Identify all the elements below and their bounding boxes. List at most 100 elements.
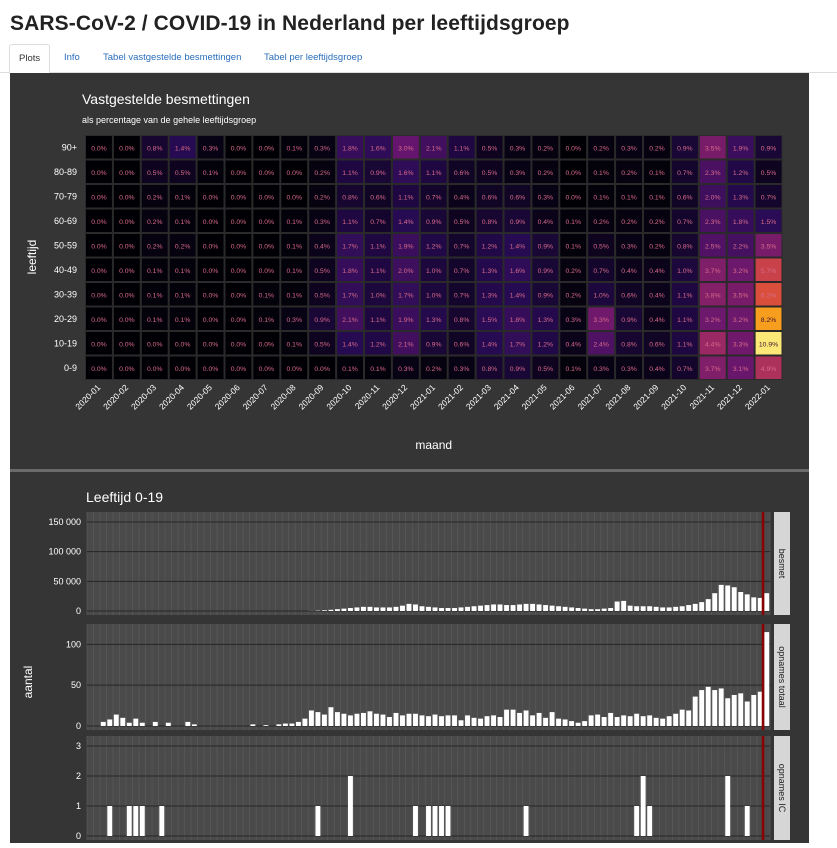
- facet-tick-label: 2: [76, 771, 81, 781]
- heatmap-month-label: 2021-03: [464, 382, 493, 411]
- heatmap-cell-label: 1.1%: [342, 219, 358, 226]
- bar: [127, 723, 132, 726]
- heatmap-month-label: 2021-09: [631, 382, 660, 411]
- bar: [673, 714, 678, 726]
- bar: [647, 606, 652, 611]
- heatmap-cell-label: 1.9%: [733, 145, 749, 152]
- heatmap-cell-label: 0.8%: [454, 317, 470, 324]
- bar: [439, 806, 444, 836]
- bar: [673, 607, 678, 611]
- bar: [335, 712, 340, 726]
- bar: [394, 607, 399, 611]
- bar: [315, 712, 320, 726]
- bar: [400, 606, 405, 611]
- bar: [569, 721, 574, 726]
- bar: [478, 606, 483, 611]
- heatmap-cell-label: 1.2%: [538, 341, 554, 348]
- heatmap-cell-label: 0.0%: [231, 317, 247, 324]
- heatmap-row-label: 10-19: [54, 338, 77, 348]
- heatmap-cell-label: 0.3%: [593, 366, 609, 373]
- bar: [511, 605, 516, 611]
- bar: [556, 606, 561, 611]
- bar: [465, 715, 470, 726]
- tab-tabel-per-leeftijdsgroep[interactable]: Tabel per leeftijdsgroep: [255, 44, 371, 72]
- bar: [381, 607, 386, 611]
- heatmap-cell-label: 1.1%: [426, 170, 442, 177]
- bar: [420, 606, 425, 611]
- heatmap-cell-label: 0.0%: [147, 366, 163, 373]
- heatmap-cell-label: 0.6%: [454, 341, 470, 348]
- bar: [120, 718, 125, 726]
- heatmap-cell-label: 0.8%: [147, 145, 163, 152]
- bar: [101, 722, 106, 726]
- heatmap-cell-label: 0.6%: [677, 194, 693, 201]
- bar: [459, 720, 464, 726]
- heatmap-cell-label: 1.1%: [342, 170, 358, 177]
- heatmap-cell-label: 3.5%: [733, 292, 749, 299]
- tab-info[interactable]: Info: [55, 44, 89, 72]
- bar: [550, 606, 555, 611]
- bar: [576, 723, 581, 726]
- heatmap-cell-label: 0.4%: [538, 219, 554, 226]
- bar: [127, 806, 132, 836]
- heatmap-cell-label: 0.2%: [566, 268, 582, 275]
- tab-plots[interactable]: Plots: [9, 44, 50, 74]
- bar: [439, 608, 444, 611]
- heatmap-cell-label: 1.0%: [426, 292, 442, 299]
- heatmap-cell-label: 0.0%: [259, 268, 275, 275]
- heatmap-cell-label: 1.1%: [398, 194, 414, 201]
- facet-tick-label: 0: [76, 606, 81, 616]
- bar: [289, 724, 294, 726]
- heatmap-cell-label: 0.3%: [510, 145, 526, 152]
- bar: [745, 594, 750, 611]
- heatmap-cell-label: 0.0%: [231, 268, 247, 275]
- bar: [647, 806, 652, 836]
- heatmap-cell-label: 0.7%: [454, 268, 470, 275]
- bar: [140, 806, 145, 836]
- heatmap-month-label: 2020-12: [380, 382, 409, 411]
- bar: [751, 695, 756, 726]
- bar: [764, 593, 769, 611]
- bar: [368, 711, 373, 726]
- bar: [563, 607, 568, 611]
- heatmap-cell-label: 0.0%: [91, 292, 107, 299]
- bar: [745, 806, 750, 836]
- bar: [328, 610, 333, 611]
- heatmap-cell-label: 0.4%: [649, 366, 665, 373]
- bar: [296, 722, 301, 726]
- heatmap-xlabel: maand: [415, 438, 452, 452]
- bar: [341, 609, 346, 611]
- tab-bar: Plots Info Tabel vastgestelde besmetting…: [0, 42, 837, 73]
- bar: [335, 609, 340, 611]
- heatmap-cell-label: 0.0%: [314, 366, 330, 373]
- heatmap-cell-label: 1.4%: [510, 292, 526, 299]
- facet-plot-area: [87, 624, 770, 730]
- heatmap-cell-label: 0.0%: [119, 170, 135, 177]
- bar: [706, 599, 711, 611]
- heatmap-cell-label: 0.5%: [314, 341, 330, 348]
- heatmap-month-label: 2020-02: [101, 382, 130, 411]
- heatmap-cell-label: 2.1%: [398, 341, 414, 348]
- heatmap-cell-label: 1.8%: [342, 145, 358, 152]
- bar: [302, 719, 307, 726]
- heatmap-cell-label: 1.8%: [342, 268, 358, 275]
- facet-strip-label: opnames IC: [777, 764, 787, 813]
- heatmap-cell-label: 0.0%: [119, 292, 135, 299]
- heatmap-cell-label: 0.5%: [761, 170, 777, 177]
- heatmap-cell-label: 10.9%: [759, 341, 778, 348]
- heatmap-cell-label: 0.7%: [677, 170, 693, 177]
- heatmap-cell-label: 0.2%: [566, 292, 582, 299]
- facet-strip-label: opnames totaal: [777, 646, 787, 708]
- bar: [738, 693, 743, 726]
- bar: [374, 714, 379, 726]
- heatmap-cell-label: 1.0%: [677, 268, 693, 275]
- tab-tabel-vastgestelde-besmettingen[interactable]: Tabel vastgestelde besmettingen: [94, 44, 250, 72]
- bar: [764, 632, 769, 726]
- bar: [517, 604, 522, 611]
- heatmap-cell-label: 0.0%: [119, 317, 135, 324]
- heatmap-cell-label: 0.2%: [147, 194, 163, 201]
- heatmap-cell-label: 8.2%: [761, 317, 777, 324]
